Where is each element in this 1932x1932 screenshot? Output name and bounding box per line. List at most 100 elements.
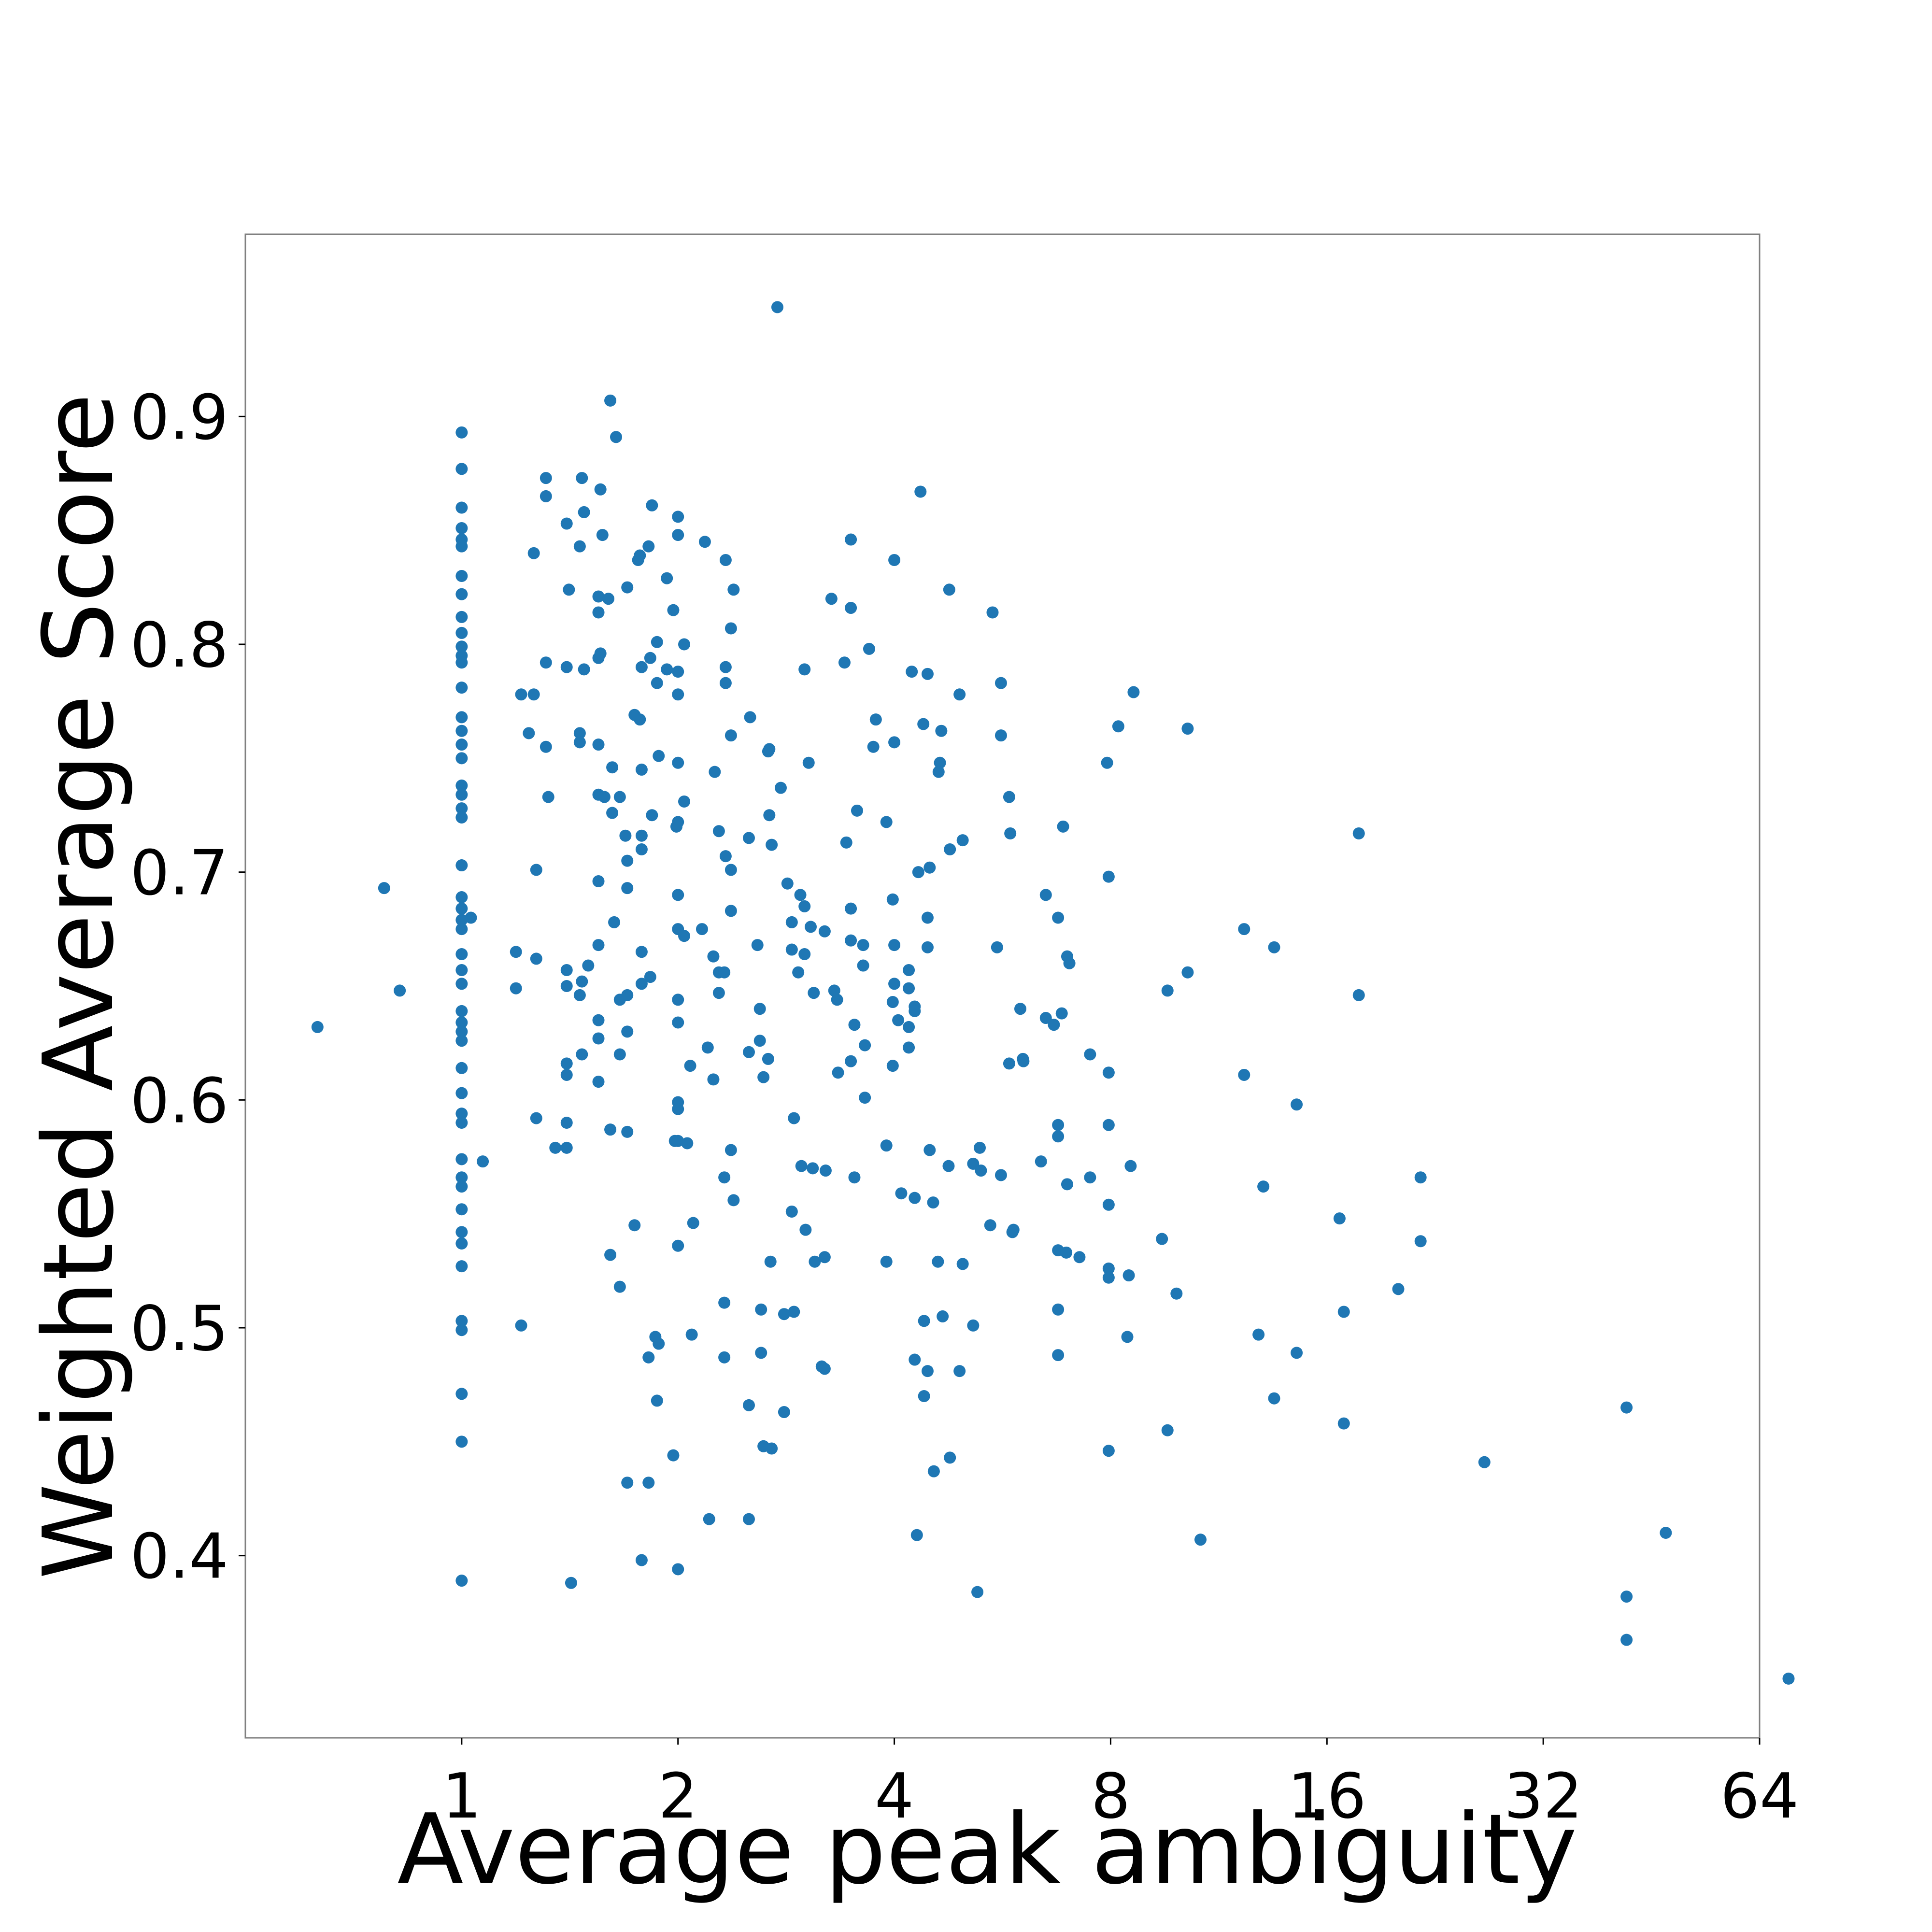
data-point	[918, 1315, 930, 1327]
data-point	[576, 975, 588, 988]
data-point	[477, 1155, 489, 1168]
data-point	[667, 604, 680, 616]
data-point	[455, 811, 468, 824]
data-point	[455, 1062, 468, 1074]
data-point	[1181, 966, 1194, 979]
data-point	[799, 1223, 812, 1236]
data-point	[818, 925, 831, 938]
data-point	[455, 948, 468, 960]
data-point	[646, 809, 658, 822]
data-point	[942, 1160, 955, 1172]
data-point	[1060, 1246, 1073, 1259]
data-point	[1112, 720, 1124, 733]
data-point	[685, 1328, 698, 1341]
data-point	[1238, 1068, 1250, 1081]
data-point	[455, 788, 468, 801]
data-point	[909, 1005, 921, 1017]
x-axis-title: Average peak ambiguity	[398, 1793, 1577, 1906]
data-point	[762, 1052, 774, 1065]
data-point	[455, 779, 468, 792]
data-point	[592, 652, 605, 664]
data-point	[918, 1390, 930, 1402]
data-point	[903, 982, 915, 994]
data-point	[455, 1171, 468, 1184]
data-point	[956, 1258, 969, 1270]
data-point	[642, 1477, 655, 1489]
data-point	[455, 1435, 468, 1448]
data-point	[867, 740, 880, 753]
x-tick-label: 1	[442, 1761, 481, 1833]
data-point	[465, 911, 477, 924]
data-point	[832, 1066, 844, 1079]
data-point	[798, 900, 811, 912]
data-point	[455, 1203, 468, 1216]
data-point	[880, 1255, 893, 1268]
data-point	[582, 959, 595, 972]
data-point	[455, 426, 468, 439]
data-point	[712, 825, 725, 838]
data-point	[681, 1137, 694, 1150]
data-point	[455, 1388, 468, 1400]
data-point	[1102, 1198, 1115, 1211]
data-point	[678, 930, 691, 942]
data-point	[909, 1192, 921, 1204]
data-point	[311, 1021, 324, 1033]
data-point	[604, 1123, 617, 1136]
data-point	[549, 1141, 562, 1154]
data-point	[798, 948, 811, 960]
data-point	[718, 1351, 731, 1364]
data-point	[578, 506, 590, 518]
data-point	[906, 666, 918, 678]
data-point	[724, 864, 737, 876]
data-point	[621, 882, 634, 895]
data-point	[724, 1144, 737, 1156]
data-point	[592, 1014, 605, 1026]
data-point	[515, 688, 527, 701]
data-point	[991, 941, 1003, 953]
data-point	[635, 946, 648, 958]
data-point	[455, 1005, 468, 1017]
data-point	[698, 536, 711, 548]
data-point	[912, 866, 924, 879]
data-point	[1161, 984, 1174, 997]
data-point	[888, 939, 901, 952]
data-point	[642, 540, 655, 553]
data-point	[610, 431, 622, 443]
data-point	[886, 996, 899, 1009]
data-point	[742, 1399, 755, 1411]
data-point	[1782, 1672, 1795, 1685]
data-point	[560, 1068, 573, 1081]
data-point	[672, 666, 684, 678]
data-point	[455, 540, 468, 553]
data-point	[910, 1529, 923, 1541]
data-point	[672, 816, 684, 828]
data-point	[628, 1219, 641, 1232]
data-point	[755, 1303, 767, 1316]
data-point	[1039, 1012, 1052, 1024]
data-point	[1102, 1066, 1115, 1079]
data-point	[927, 1196, 939, 1209]
data-point	[1337, 1306, 1350, 1318]
data-point	[809, 1255, 821, 1268]
data-point	[825, 593, 838, 605]
data-point	[455, 978, 468, 990]
data-point	[613, 1048, 626, 1061]
data-point	[923, 861, 936, 874]
data-point	[592, 739, 605, 751]
data-point	[1048, 1019, 1060, 1031]
data-point	[742, 832, 755, 844]
data-point	[845, 934, 857, 947]
data-point	[798, 663, 811, 676]
data-point	[903, 964, 915, 976]
data-point	[903, 1041, 915, 1054]
data-point	[635, 763, 648, 776]
data-point	[934, 756, 946, 769]
data-point	[719, 661, 732, 673]
data-point	[455, 1025, 468, 1038]
data-point	[455, 501, 468, 514]
data-point	[857, 959, 869, 972]
data-point	[592, 1076, 605, 1088]
data-point	[766, 1442, 778, 1455]
